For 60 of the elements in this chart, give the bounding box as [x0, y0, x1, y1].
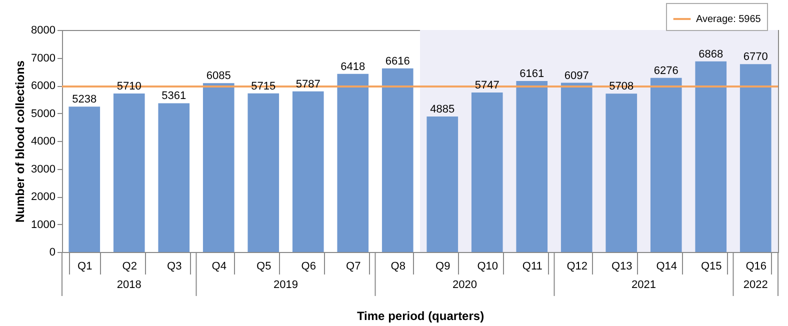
data-label: 6161: [520, 68, 544, 80]
data-label: 5238: [72, 94, 97, 106]
bar: [248, 93, 280, 252]
legend-label: Average: 5965: [696, 14, 762, 25]
data-label: 6770: [743, 51, 768, 64]
y-tick-label: 1000: [31, 218, 56, 231]
data-label: 4885: [430, 103, 455, 116]
x-tick-label: Q6: [301, 260, 316, 272]
x-axis-title: Time period (quarters): [356, 309, 484, 323]
x-tick-label: Q7: [346, 260, 361, 272]
y-tick-label: 8000: [31, 24, 56, 36]
data-label: 6616: [385, 55, 410, 68]
bar: [606, 94, 638, 252]
bar: [68, 106, 100, 252]
x-tick-label: Q12: [566, 260, 588, 272]
y-tick-label: 4000: [31, 136, 56, 148]
bar: [158, 103, 190, 252]
x-tick-label: Q13: [611, 260, 632, 272]
bar: [382, 68, 414, 252]
x-tick-label: Q9: [436, 260, 450, 272]
text: 2020: [452, 279, 477, 291]
x-tick-label: Q5: [256, 260, 272, 272]
y-tick-label: 3000: [31, 163, 56, 176]
bar: [337, 74, 369, 252]
text: 2019: [274, 279, 298, 291]
x-tick-label: Q4: [212, 260, 226, 272]
text: 2021: [632, 279, 656, 291]
data-label: 5361: [162, 90, 186, 102]
bar: [113, 94, 145, 252]
x-tick-label: Q11: [522, 260, 542, 272]
bar: [516, 81, 548, 252]
bar: [740, 64, 772, 252]
y-tick-label: 7000: [31, 52, 56, 64]
data-label: 6276: [654, 64, 678, 77]
x-tick-label: Q14: [656, 260, 678, 272]
bar: [695, 61, 727, 252]
y-tick-label: 5000: [31, 108, 56, 120]
text: 2018: [116, 279, 142, 291]
x-tick-label: Q2: [122, 260, 137, 272]
bar: [560, 82, 592, 252]
bar: [650, 78, 682, 252]
data-label: 6868: [698, 48, 724, 60]
y-axis-title: Number of blood collections: [13, 60, 28, 223]
x-tick-label: Q8: [390, 260, 406, 272]
x-tick-label: Q10: [477, 260, 498, 272]
text: 2022: [743, 279, 768, 291]
bar: [426, 116, 458, 252]
data-label: 6418: [340, 60, 366, 73]
y-tick-label: 6000: [31, 80, 56, 92]
y-tick-label: 0: [49, 246, 56, 258]
bar: [292, 91, 324, 252]
data-label: 6085: [206, 70, 231, 82]
y-tick-label: 2000: [31, 191, 56, 203]
data-label: 6097: [564, 70, 589, 82]
x-tick-label: Q1: [78, 260, 92, 272]
x-tick-label: Q3: [167, 260, 182, 272]
x-tick-label: Q16: [746, 260, 767, 272]
x-tick-label: Q15: [700, 260, 722, 272]
bar: [471, 92, 503, 252]
bar: [202, 83, 234, 252]
